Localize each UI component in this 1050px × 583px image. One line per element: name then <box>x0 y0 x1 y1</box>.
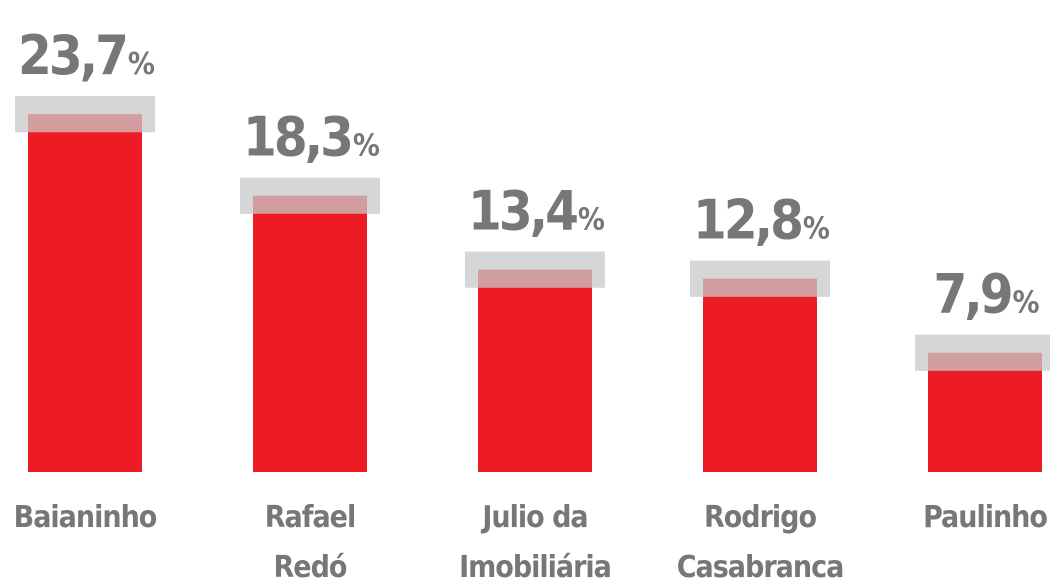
x-tick-label: Julio da <box>480 500 587 535</box>
x-tick-label: Paulinho <box>923 500 1047 535</box>
error-band <box>915 334 1050 371</box>
error-band <box>690 260 830 297</box>
error-band <box>240 177 380 214</box>
x-tick-label: Rafael <box>265 500 356 535</box>
x-tick-label: Imobiliária <box>459 550 611 583</box>
bar <box>28 114 142 472</box>
error-band <box>15 96 155 133</box>
x-tick-label: Rodrigo <box>704 500 817 535</box>
bar <box>478 269 592 472</box>
value-label: 23,7% <box>18 24 155 87</box>
value-label: 18,3% <box>243 106 380 169</box>
x-tick-label: Casabranca <box>677 550 844 583</box>
x-tick-label: Baianinho <box>14 500 157 535</box>
value-label: 12,8% <box>693 189 830 252</box>
value-label: 7,9% <box>933 263 1039 326</box>
value-label: 13,4% <box>468 180 605 243</box>
error-band <box>465 251 605 288</box>
bar <box>703 278 817 472</box>
bar <box>928 352 1042 472</box>
bar <box>253 195 367 473</box>
x-tick-label: Redó <box>274 550 347 583</box>
